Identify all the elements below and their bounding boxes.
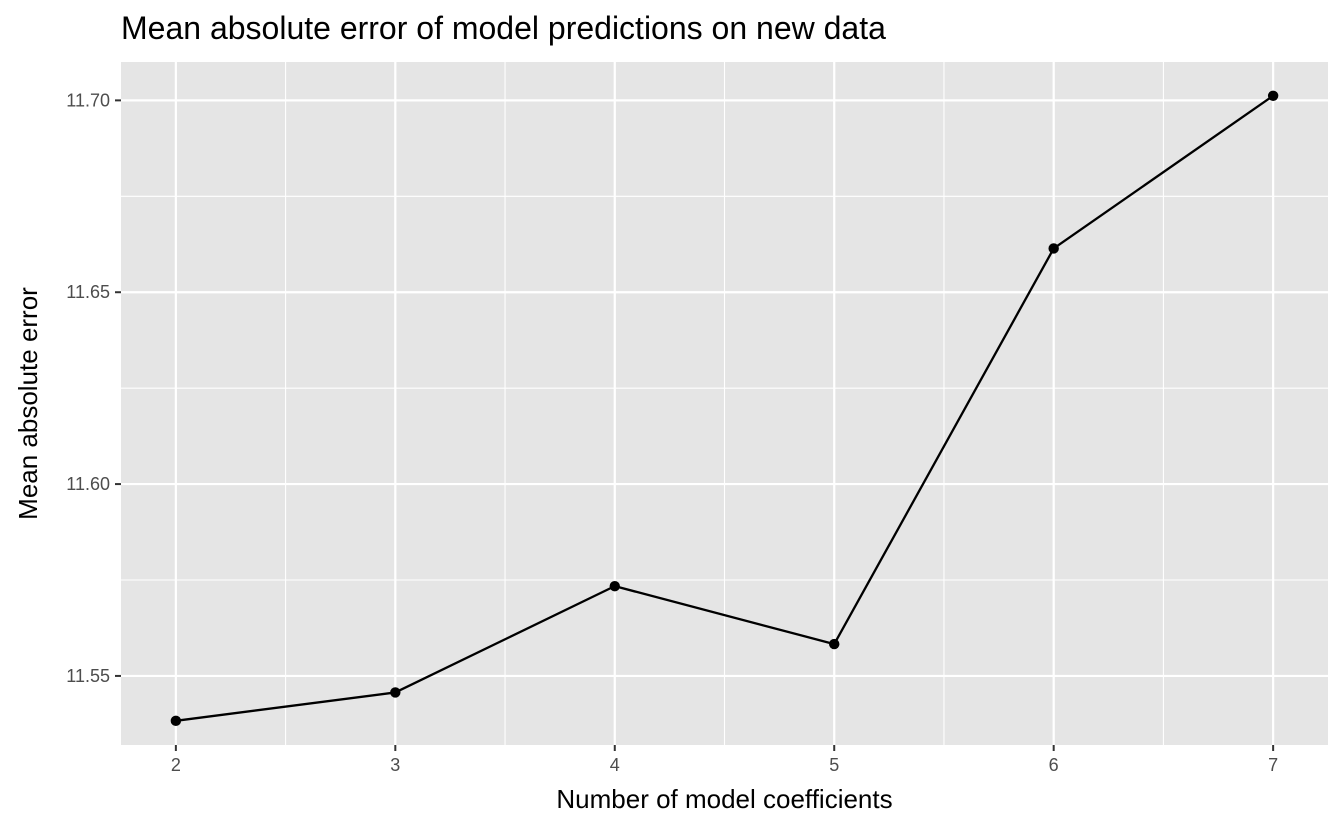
y-tick-label: 11.65: [66, 282, 110, 302]
data-point: [1048, 243, 1059, 254]
data-point: [609, 580, 620, 592]
y-tick-label: 11.70: [66, 90, 110, 110]
grid-minor: [121, 62, 1328, 745]
y-axis-title: Mean absolute error: [13, 287, 43, 520]
y-tick-label: 11.60: [66, 474, 110, 494]
series-line: [175, 94, 1274, 722]
x-axis: 2 3 4 5 6 7: [171, 745, 1278, 775]
y-tick-label: 11.55: [66, 666, 110, 686]
series-layer: [170, 90, 1279, 727]
x-axis-title: Number of model coefficients: [556, 784, 892, 814]
grid-major: [121, 62, 1328, 745]
x-tick-label: 2: [171, 755, 181, 775]
data-point: [390, 687, 401, 698]
chart-title: Mean absolute error of model predictions…: [121, 10, 886, 46]
data-point: [1267, 90, 1279, 101]
x-tick-label: 7: [1268, 755, 1278, 775]
x-tick-label: 4: [610, 755, 620, 775]
data-point: [829, 638, 840, 650]
x-tick-label: 5: [829, 755, 839, 775]
data-point: [170, 715, 182, 727]
x-tick-label: 3: [390, 755, 400, 775]
x-tick-label: 6: [1049, 755, 1059, 775]
y-axis: 11.55 11.60 11.65 11.70: [66, 90, 121, 686]
